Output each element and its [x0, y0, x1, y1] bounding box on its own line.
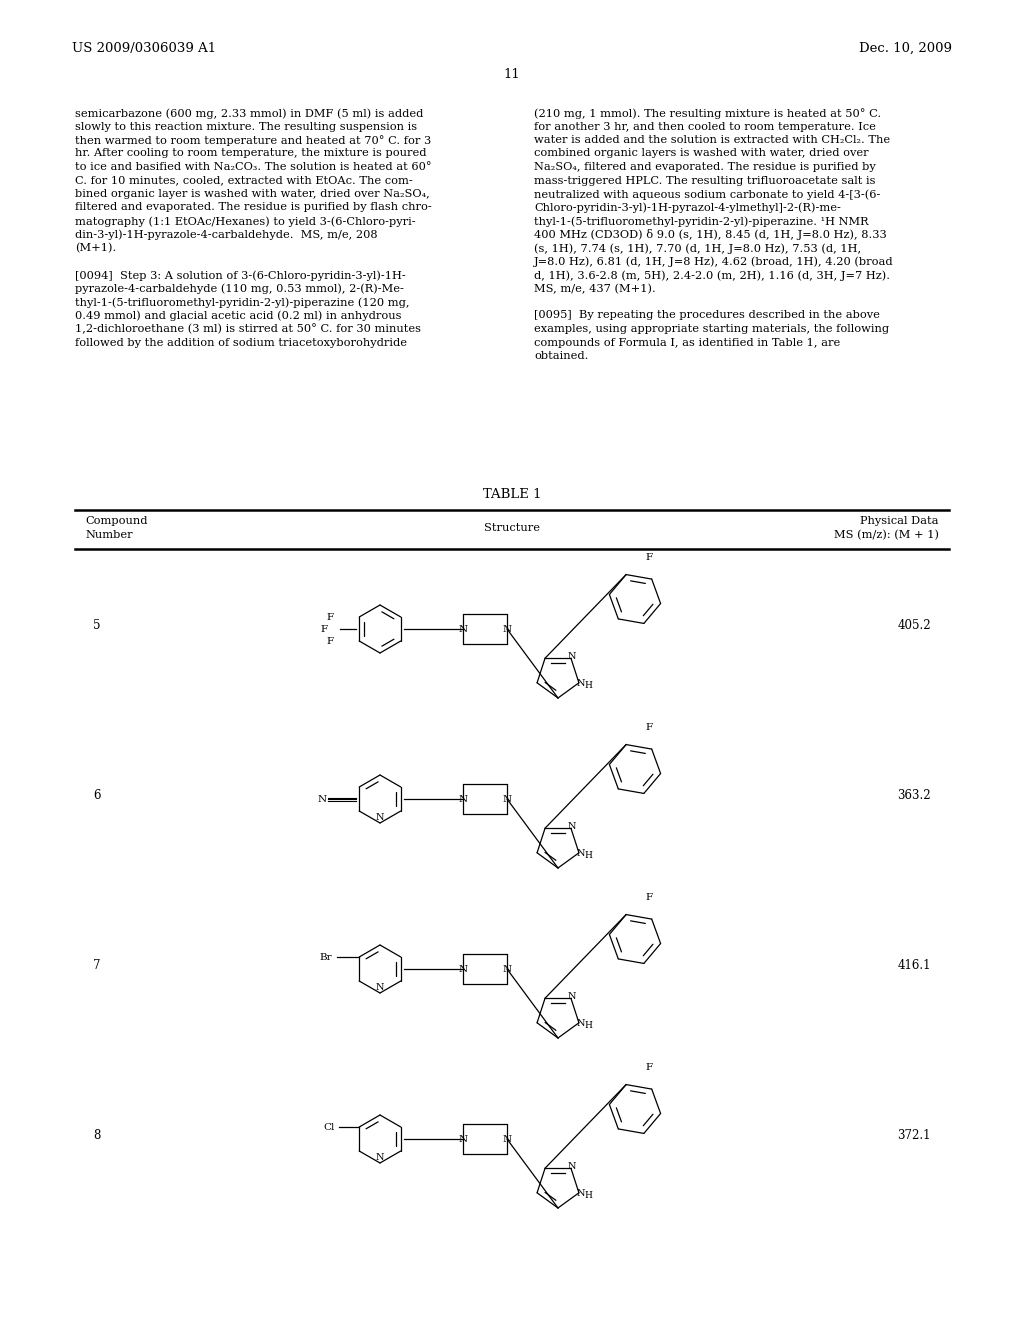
Text: MS (m/z): (M + 1): MS (m/z): (M + 1): [834, 529, 939, 540]
Text: water is added and the solution is extracted with CH₂Cl₂. The: water is added and the solution is extra…: [534, 135, 890, 145]
Text: neutralized with aqueous sodium carbonate to yield 4-[3-(6-: neutralized with aqueous sodium carbonat…: [534, 189, 881, 199]
Text: [0095]  By repeating the procedures described in the above: [0095] By repeating the procedures descr…: [534, 310, 880, 321]
Text: Physical Data: Physical Data: [860, 516, 939, 525]
Text: mass-triggered HPLC. The resulting trifluoroacetate salt is: mass-triggered HPLC. The resulting trifl…: [534, 176, 876, 186]
Text: Chloro-pyridin-3-yl)-1H-pyrazol-4-ylmethyl]-2-(R)-me-: Chloro-pyridin-3-yl)-1H-pyrazol-4-ylmeth…: [534, 202, 841, 213]
Text: 363.2: 363.2: [897, 789, 931, 803]
Text: 372.1: 372.1: [897, 1129, 931, 1142]
Text: 405.2: 405.2: [897, 619, 931, 632]
Text: Cl: Cl: [324, 1122, 335, 1131]
Text: N: N: [577, 678, 585, 688]
Text: bined organic layer is washed with water, dried over Na₂SO₄,: bined organic layer is washed with water…: [75, 189, 430, 199]
Text: N: N: [577, 849, 585, 858]
Text: slowly to this reaction mixture. The resulting suspension is: slowly to this reaction mixture. The res…: [75, 121, 417, 132]
Text: F: F: [321, 624, 328, 634]
Text: N: N: [459, 795, 468, 804]
Text: N: N: [376, 983, 384, 993]
Text: din-3-yl)-1H-pyrazole-4-carbaldehyde.  MS, m/e, 208: din-3-yl)-1H-pyrazole-4-carbaldehyde. MS…: [75, 230, 378, 240]
Text: 8: 8: [93, 1129, 100, 1142]
Text: F: F: [327, 636, 334, 645]
Text: thyl-1-(5-trifluoromethyl-pyridin-2-yl)-piperazine (120 mg,: thyl-1-(5-trifluoromethyl-pyridin-2-yl)-…: [75, 297, 410, 308]
Text: (s, 1H), 7.74 (s, 1H), 7.70 (d, 1H, J=8.0 Hz), 7.53 (d, 1H,: (s, 1H), 7.74 (s, 1H), 7.70 (d, 1H, J=8.…: [534, 243, 861, 253]
Text: C. for 10 minutes, cooled, extracted with EtOAc. The com-: C. for 10 minutes, cooled, extracted wit…: [75, 176, 413, 186]
Text: (M+1).: (M+1).: [75, 243, 117, 253]
Text: 11: 11: [504, 69, 520, 81]
Text: MS, m/e, 437 (M+1).: MS, m/e, 437 (M+1).: [534, 284, 655, 294]
Text: then warmed to room temperature and heated at 70° C. for 3: then warmed to room temperature and heat…: [75, 135, 431, 147]
Text: hr. After cooling to room temperature, the mixture is poured: hr. After cooling to room temperature, t…: [75, 149, 427, 158]
Text: combined organic layers is washed with water, dried over: combined organic layers is washed with w…: [534, 149, 868, 158]
Text: Structure: Structure: [484, 523, 540, 533]
Text: H: H: [585, 1192, 592, 1200]
Text: N: N: [568, 993, 577, 1001]
Text: N: N: [568, 1162, 577, 1171]
Text: 416.1: 416.1: [897, 960, 931, 972]
Text: for another 3 hr, and then cooled to room temperature. Ice: for another 3 hr, and then cooled to roo…: [534, 121, 876, 132]
Text: N: N: [577, 1019, 585, 1028]
Text: 5: 5: [93, 619, 100, 632]
Text: 6: 6: [93, 789, 100, 803]
Text: F: F: [645, 894, 652, 903]
Text: N: N: [577, 1189, 585, 1199]
Text: N: N: [376, 1154, 384, 1163]
Text: F: F: [645, 1064, 652, 1072]
Text: N: N: [459, 965, 468, 974]
Text: examples, using appropriate starting materials, the following: examples, using appropriate starting mat…: [534, 323, 889, 334]
Text: Na₂SO₄, filtered and evaporated. The residue is purified by: Na₂SO₄, filtered and evaporated. The res…: [534, 162, 876, 172]
Text: N: N: [568, 822, 577, 832]
Text: filtered and evaporated. The residue is purified by flash chro-: filtered and evaporated. The residue is …: [75, 202, 432, 213]
Text: N: N: [503, 1134, 512, 1143]
Text: 1,2-dichloroethane (3 ml) is stirred at 50° C. for 30 minutes: 1,2-dichloroethane (3 ml) is stirred at …: [75, 323, 421, 335]
Text: pyrazole-4-carbaldehyde (110 mg, 0.53 mmol), 2-(R)-Me-: pyrazole-4-carbaldehyde (110 mg, 0.53 mm…: [75, 284, 403, 294]
Text: Br: Br: [319, 953, 333, 961]
Text: F: F: [645, 723, 652, 733]
Text: N: N: [568, 652, 577, 661]
Text: compounds of Formula I, as identified in Table 1, are: compounds of Formula I, as identified in…: [534, 338, 841, 347]
Text: H: H: [585, 1022, 592, 1031]
Text: N: N: [503, 795, 512, 804]
Text: N: N: [376, 813, 384, 822]
Text: obtained.: obtained.: [534, 351, 589, 360]
Text: Number: Number: [85, 529, 133, 540]
Text: H: H: [585, 681, 592, 690]
Text: N: N: [317, 795, 327, 804]
Text: [0094]  Step 3: A solution of 3-(6-Chloro-pyridin-3-yl)-1H-: [0094] Step 3: A solution of 3-(6-Chloro…: [75, 271, 406, 281]
Text: H: H: [585, 851, 592, 861]
Text: TABLE 1: TABLE 1: [482, 488, 542, 502]
Text: Dec. 10, 2009: Dec. 10, 2009: [859, 42, 952, 55]
Text: matography (1:1 EtOAc/Hexanes) to yield 3-(6-Chloro-pyri-: matography (1:1 EtOAc/Hexanes) to yield …: [75, 216, 416, 227]
Text: to ice and basified with Na₂CO₃. The solution is heated at 60°: to ice and basified with Na₂CO₃. The sol…: [75, 162, 432, 172]
Text: N: N: [503, 624, 512, 634]
Text: N: N: [459, 1134, 468, 1143]
Text: N: N: [459, 624, 468, 634]
Text: 7: 7: [93, 960, 100, 972]
Text: semicarbazone (600 mg, 2.33 mmol) in DMF (5 ml) is added: semicarbazone (600 mg, 2.33 mmol) in DMF…: [75, 108, 423, 119]
Text: (210 mg, 1 mmol). The resulting mixture is heated at 50° C.: (210 mg, 1 mmol). The resulting mixture …: [534, 108, 881, 119]
Text: N: N: [503, 965, 512, 974]
Text: US 2009/0306039 A1: US 2009/0306039 A1: [72, 42, 216, 55]
Text: 400 MHz (CD3OD) δ 9.0 (s, 1H), 8.45 (d, 1H, J=8.0 Hz), 8.33: 400 MHz (CD3OD) δ 9.0 (s, 1H), 8.45 (d, …: [534, 230, 887, 240]
Text: F: F: [645, 553, 652, 562]
Text: d, 1H), 3.6-2.8 (m, 5H), 2.4-2.0 (m, 2H), 1.16 (d, 3H, J=7 Hz).: d, 1H), 3.6-2.8 (m, 5H), 2.4-2.0 (m, 2H)…: [534, 271, 890, 281]
Text: Compound: Compound: [85, 516, 147, 525]
Text: thyl-1-(5-trifluoromethyl-pyridin-2-yl)-piperazine. ¹H NMR: thyl-1-(5-trifluoromethyl-pyridin-2-yl)-…: [534, 216, 868, 227]
Text: J=8.0 Hz), 6.81 (d, 1H, J=8 Hz), 4.62 (broad, 1H), 4.20 (broad: J=8.0 Hz), 6.81 (d, 1H, J=8 Hz), 4.62 (b…: [534, 256, 894, 267]
Text: 0.49 mmol) and glacial acetic acid (0.2 ml) in anhydrous: 0.49 mmol) and glacial acetic acid (0.2 …: [75, 310, 401, 321]
Text: F: F: [327, 612, 334, 622]
Text: followed by the addition of sodium triacetoxyborohydride: followed by the addition of sodium triac…: [75, 338, 407, 347]
